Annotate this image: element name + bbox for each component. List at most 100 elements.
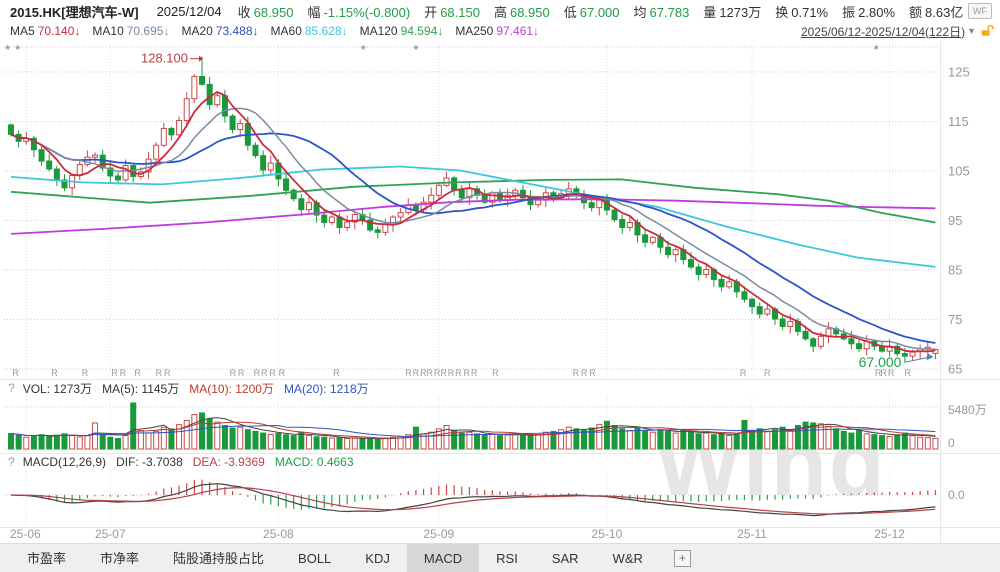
tab-[interactable]: 市盈率 bbox=[27, 551, 67, 566]
tab-sar[interactable]: SAR bbox=[551, 551, 579, 566]
wf-icon[interactable]: WF bbox=[968, 3, 992, 19]
rights-marker[interactable]: R bbox=[764, 368, 771, 378]
volume-stat: MA(10): 1200万 bbox=[189, 381, 274, 396]
x-axis-label: 25-07 bbox=[94, 527, 126, 541]
quote-field: 开 68.150 bbox=[424, 5, 480, 20]
rights-marker[interactable]: R bbox=[463, 368, 470, 378]
quote-field-label: 额 bbox=[909, 4, 923, 20]
quote-field-value: 67.000 bbox=[579, 4, 620, 20]
event-star-marker[interactable]: ★ bbox=[873, 43, 880, 52]
date-range-button[interactable]: 2025/06/12-2025/12/04(122日) bbox=[800, 24, 966, 39]
macd-header: ? MACD(12,26,9) DIF: -3.7038 DEA: -3.9369 M… bbox=[8, 454, 364, 470]
ma-item[interactable]: MA20 73.488↓ bbox=[181, 24, 258, 38]
quote-field-label: 高 bbox=[493, 4, 507, 20]
rights-marker[interactable]: R bbox=[440, 368, 447, 378]
tab-macd[interactable]: MACD bbox=[406, 544, 480, 572]
quote-date: 2025/12/04 bbox=[156, 3, 222, 19]
rights-marker[interactable]: R bbox=[269, 368, 276, 378]
ma-toolbar: MA5 70.140↓ MA10 70.695↓ MA20 73.488↓ MA60 85.6… bbox=[0, 22, 1000, 40]
rights-marker[interactable]: R bbox=[156, 368, 163, 378]
quote-field: 换 0.71% bbox=[775, 5, 828, 20]
chevron-down-icon[interactable]: ▼ bbox=[967, 26, 976, 36]
ma-item[interactable]: MA120 94.594↓ bbox=[360, 24, 444, 38]
rights-marker[interactable]: R bbox=[333, 368, 340, 378]
event-star-marker[interactable]: ★ bbox=[14, 43, 21, 52]
price-axis-label: 115 bbox=[948, 114, 969, 129]
lock-icon[interactable] bbox=[980, 24, 994, 38]
tab-boll[interactable]: BOLL bbox=[298, 551, 332, 566]
x-axis-label: 25-11 bbox=[737, 527, 767, 541]
rights-marker[interactable]: R bbox=[111, 368, 118, 378]
rights-marker[interactable]: R bbox=[420, 368, 427, 378]
macd-stat: MACD: 0.4663 bbox=[274, 455, 354, 469]
volume-stat: MA(20): 1218万 bbox=[283, 381, 369, 396]
rights-marker[interactable]: R bbox=[120, 368, 127, 378]
rights-marker[interactable]: R bbox=[448, 368, 455, 378]
tab-list: 市盈率 市净率 陆股通持股占比 BOLL KDJ MACD RSI SAR W&R bbox=[10, 544, 660, 572]
low-annotation: 67.000 bbox=[859, 354, 902, 370]
ma-label: MA250 bbox=[455, 24, 494, 38]
ma-item[interactable]: MA5 70.140↓ bbox=[10, 24, 80, 38]
ma-value: 94.594↓ bbox=[400, 24, 444, 38]
price-axis-label: 95 bbox=[948, 213, 962, 228]
quote-field-label: 幅 bbox=[307, 4, 321, 20]
rights-marker[interactable]: R bbox=[427, 368, 434, 378]
rights-marker[interactable]: R bbox=[471, 368, 478, 378]
help-icon[interactable]: ? bbox=[8, 381, 15, 395]
rights-marker[interactable]: R bbox=[279, 368, 286, 378]
tab-wr[interactable]: W&R bbox=[612, 551, 643, 566]
rights-marker[interactable]: R bbox=[51, 368, 58, 378]
rights-marker[interactable]: R bbox=[904, 368, 911, 378]
quote-field-label: 低 bbox=[563, 4, 577, 20]
quote-field: 振 2.80% bbox=[842, 5, 895, 20]
rights-marker[interactable]: R bbox=[589, 368, 596, 378]
ma-value: 85.628↓ bbox=[304, 24, 348, 38]
help-icon[interactable]: ? bbox=[8, 455, 15, 469]
quote-field: 额 8.63亿 bbox=[909, 5, 963, 20]
rights-marker[interactable]: R bbox=[573, 368, 580, 378]
rights-marker[interactable]: R bbox=[12, 368, 19, 378]
rights-marker[interactable]: R bbox=[875, 368, 882, 378]
range-controls: 2025/06/12-2025/12/04(122日) ▼ bbox=[801, 22, 994, 40]
price-axis-label: 75 bbox=[948, 312, 962, 327]
ma-item[interactable]: MA60 85.628↓ bbox=[271, 24, 348, 38]
tab-rsi[interactable]: RSI bbox=[496, 551, 518, 566]
ma-label: MA10 bbox=[92, 24, 124, 38]
tab-[interactable]: 市净率 bbox=[100, 551, 140, 566]
rights-marker[interactable]: R bbox=[261, 368, 268, 378]
ma-value: 70.140↓ bbox=[37, 24, 81, 38]
event-star-marker[interactable]: ★ bbox=[4, 43, 11, 52]
rights-marker[interactable]: R bbox=[405, 368, 412, 378]
ma-value: 73.488↓ bbox=[215, 24, 259, 38]
rights-marker[interactable]: R bbox=[740, 368, 747, 378]
ma-label: MA5 bbox=[10, 24, 35, 38]
rights-marker[interactable]: R bbox=[880, 368, 887, 378]
volume-chart[interactable]: 5480万 0 bbox=[0, 396, 1000, 453]
rights-marker[interactable]: R bbox=[238, 368, 245, 378]
rights-marker[interactable]: R bbox=[888, 368, 895, 378]
add-indicator-button[interactable]: + bbox=[673, 550, 691, 567]
rights-marker[interactable]: R bbox=[413, 368, 420, 378]
quote-titlebar: 2015.HK[理想汽车-W] 2025/12/04 收 68.950 幅 -1.15… bbox=[0, 0, 1000, 22]
quote-field-value: 67.783 bbox=[649, 4, 690, 20]
rights-marker[interactable]: R bbox=[230, 368, 237, 378]
event-star-marker[interactable]: ★ bbox=[412, 43, 419, 52]
rights-marker[interactable]: R bbox=[455, 368, 462, 378]
rights-marker[interactable]: R bbox=[492, 368, 499, 378]
ma-item[interactable]: MA250 97.461↓ bbox=[455, 24, 539, 38]
ma-item[interactable]: MA10 70.695↓ bbox=[92, 24, 169, 38]
tab-[interactable]: 陆股通持股占比 bbox=[173, 551, 265, 566]
tab-kdj[interactable]: KDJ bbox=[365, 551, 390, 566]
rights-marker[interactable]: R bbox=[164, 368, 171, 378]
event-star-marker[interactable]: ★ bbox=[360, 43, 367, 52]
rights-marker[interactable]: R bbox=[581, 368, 588, 378]
volume-stat: MA(5): 1145万 bbox=[102, 381, 180, 396]
rights-marker[interactable]: R bbox=[434, 368, 441, 378]
macd-chart[interactable]: 0.0 bbox=[0, 470, 1000, 527]
rights-marker[interactable]: R bbox=[254, 368, 261, 378]
rights-marker[interactable]: R bbox=[134, 368, 141, 378]
quote-field: 幅 -1.15%(-0.800) bbox=[307, 5, 410, 20]
rights-marker[interactable]: R bbox=[82, 368, 89, 378]
